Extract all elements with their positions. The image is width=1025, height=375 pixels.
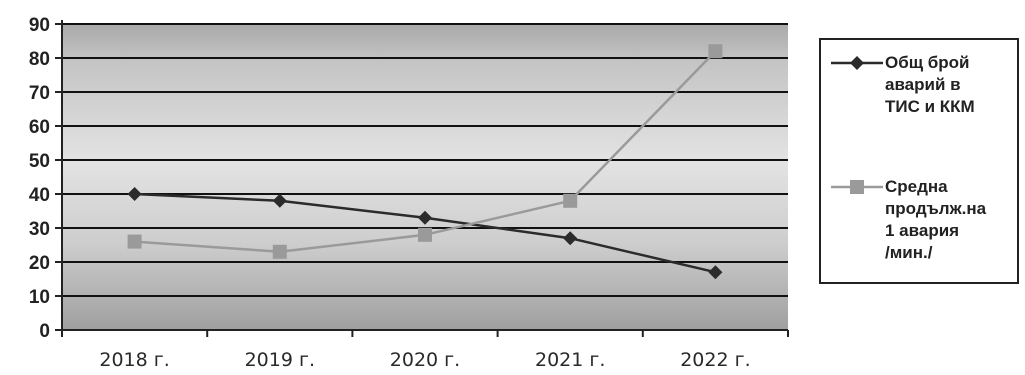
legend-item-series-1: Общ брой аварий в ТИС и ККМ [829,52,1005,118]
y-tick-label: 50 [29,151,50,172]
y-tick-label: 40 [29,185,50,206]
legend-marker-square [829,176,885,202]
series-1-point [272,193,287,208]
series-1-point [563,231,578,246]
legend-label-series-2: Средна продълж.на 1 авария /мин./ [885,177,987,262]
plot-area [62,24,788,330]
legend-marker-diamond [829,52,885,78]
y-axis-tick-labels: 0 10 20 30 40 50 60 70 80 90 [29,15,50,342]
y-tick-label: 80 [29,49,50,70]
y-tick-label: 70 [29,83,50,104]
y-tick-label: 30 [29,219,50,240]
axes [55,20,789,337]
series-2-point [418,227,432,242]
gridlines [62,23,788,297]
data-series [127,44,723,280]
series-1-point [127,187,142,201]
y-tick-label: 60 [29,117,50,138]
x-tick-label: 2018 г. [99,349,169,371]
legend: Общ брой аварий в ТИС и ККМ Средна продъ… [819,38,1019,284]
series-2-point [272,244,287,259]
x-tick-label: 2020 г. [390,349,460,371]
series-2-point [563,193,578,208]
series-1-point [708,265,723,280]
x-tick-label: 2022 г. [680,349,750,371]
y-tick-label: 10 [29,287,50,308]
x-tick-label: 2019 г. [245,349,315,371]
series-2-point [708,44,723,59]
line-chart: 0 10 20 30 40 50 60 70 80 90 2018 г. 2019 г. 2020 г… [29,15,789,371]
y-tick-label: 0 [39,321,50,342]
plot-area-background [62,24,788,330]
y-tick-label: 20 [29,253,50,274]
legend-item-series-2: Средна продълж.на 1 авария /мин./ [829,176,1005,264]
series-1-point [418,210,432,225]
x-axis-tick-labels: 2018 г. 2019 г. 2020 г. 2021 г. 2022 г. [99,349,750,371]
series-2-point [127,234,142,249]
legend-label-series-1: Общ брой аварий в ТИС и ККМ [885,53,975,116]
y-tick-label: 90 [29,15,50,36]
x-tick-label: 2021 г. [535,349,605,371]
